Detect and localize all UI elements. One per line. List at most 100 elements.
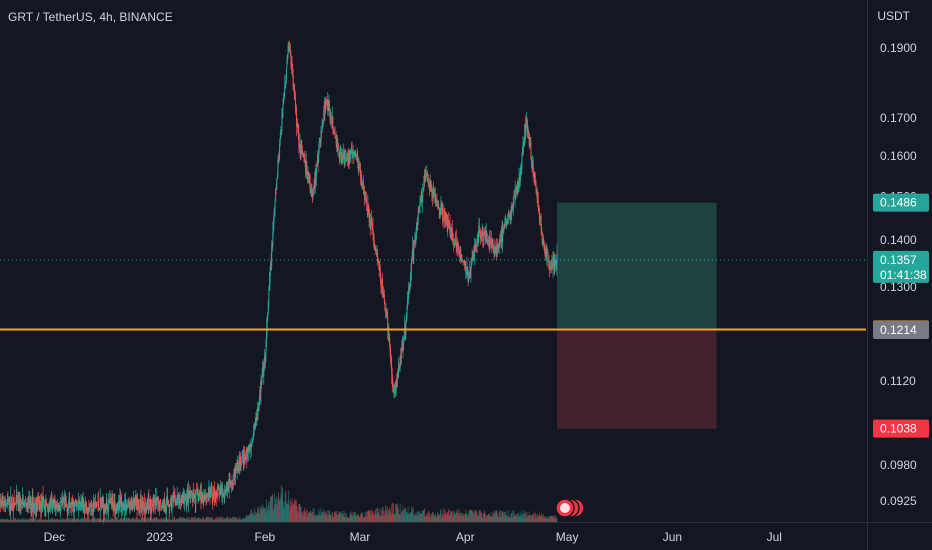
candle-body — [219, 487, 221, 492]
candle-body — [203, 495, 205, 502]
candle-body — [352, 152, 354, 154]
candle-body — [14, 503, 16, 505]
candle-body — [326, 104, 328, 110]
candle-body — [118, 500, 120, 503]
candle-body — [263, 359, 265, 369]
candle-body — [77, 506, 79, 511]
volume-bar — [275, 498, 277, 522]
volume-bar — [150, 519, 152, 522]
volume-bar — [154, 517, 156, 522]
candle-body — [71, 498, 73, 507]
volume-bar — [66, 519, 68, 522]
candle-body — [444, 217, 446, 224]
volume-bar — [340, 513, 342, 522]
volume-bar — [160, 517, 162, 522]
volume-bar — [26, 518, 28, 522]
candle-body — [546, 252, 548, 256]
volume-bar — [274, 504, 276, 522]
volume-bar — [75, 518, 77, 522]
candle-body — [245, 454, 247, 460]
candle-body — [508, 214, 510, 217]
candle-body — [536, 191, 538, 199]
volume-bar — [76, 518, 78, 522]
y-tick-label: 0.1700 — [880, 111, 917, 125]
volume-bar — [527, 515, 529, 522]
candle-body — [503, 226, 505, 234]
volume-bar — [555, 517, 557, 522]
candle-body — [149, 499, 151, 505]
volume-bar — [218, 517, 220, 522]
volume-bar — [68, 517, 70, 522]
volume-bar — [45, 518, 47, 522]
volume-bar — [107, 517, 109, 522]
volume-bar — [180, 519, 182, 522]
candle-body — [480, 237, 482, 240]
volume-bar — [237, 519, 239, 522]
volume-bar — [239, 516, 241, 522]
volume-bar — [39, 518, 41, 522]
candle-body — [137, 499, 139, 511]
candle-body — [134, 501, 136, 503]
candle-body — [141, 504, 143, 513]
candle-body — [430, 182, 432, 187]
volume-bar — [49, 519, 51, 522]
volume-bar — [229, 516, 231, 522]
volume-bar — [343, 514, 345, 522]
volume-bar — [206, 516, 208, 522]
volume-bar — [41, 520, 43, 522]
volume-bar — [545, 518, 547, 522]
candle-body — [509, 214, 511, 220]
candle-body — [62, 498, 64, 502]
candle-body — [157, 498, 159, 500]
volume-bar — [305, 510, 307, 522]
volume-bar — [474, 509, 476, 522]
candle-body — [191, 492, 193, 498]
candle-body — [95, 501, 97, 505]
candle-body — [30, 502, 32, 505]
candle-body — [228, 481, 230, 489]
volume-bar — [529, 515, 531, 522]
volume-bar — [501, 511, 503, 522]
candle-body — [554, 260, 556, 270]
volume-bar — [5, 519, 7, 522]
candle-body — [413, 239, 415, 260]
volume-bar — [377, 512, 379, 522]
candle-body — [267, 312, 269, 319]
candle-body — [25, 502, 27, 507]
candle-body — [171, 498, 173, 510]
candle-body — [279, 138, 281, 144]
volume-bar — [257, 507, 259, 522]
candle-body — [237, 460, 239, 467]
volume-bar — [553, 515, 555, 522]
candle-body — [166, 496, 168, 499]
volume-bar — [99, 518, 101, 522]
volume-bar — [220, 517, 222, 522]
volume-bar — [91, 519, 93, 522]
volume-bar — [397, 509, 399, 522]
candle-body — [204, 495, 206, 497]
volume-bar — [213, 518, 215, 522]
candle-body — [322, 121, 324, 123]
candle-body — [405, 318, 407, 322]
volume-bar — [217, 516, 219, 522]
candle-body — [102, 497, 104, 506]
candle-body — [29, 498, 31, 505]
volume-bar — [375, 514, 377, 522]
volume-bar — [164, 519, 166, 522]
candle-body — [1, 500, 3, 502]
candle-body — [454, 241, 456, 243]
candle-body — [518, 176, 520, 186]
candle-body — [134, 501, 136, 506]
volume-bar — [272, 510, 274, 522]
candle-body — [176, 500, 178, 505]
volume-bar — [417, 511, 419, 522]
candle-body — [381, 282, 383, 287]
candle-body — [263, 368, 265, 378]
candle-body — [264, 359, 266, 364]
candle-body — [19, 500, 21, 511]
volume-bar — [150, 518, 152, 522]
volume-bar — [544, 517, 546, 522]
volume-bar — [155, 516, 157, 522]
